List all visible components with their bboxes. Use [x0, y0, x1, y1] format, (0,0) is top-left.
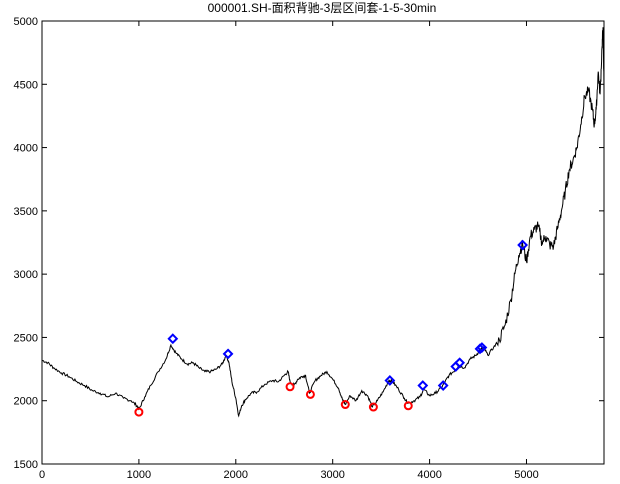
sell-point-marker	[384, 375, 396, 386]
y-tick-label: 1500	[14, 459, 38, 471]
y-tick-label: 3500	[14, 206, 38, 218]
buy-point-marker	[340, 400, 350, 410]
sell-point-marker	[454, 357, 466, 369]
y-axis: 1500 2000 2500 3000 3500 4000 4500 5000	[14, 16, 604, 471]
x-tick-label: 0	[39, 469, 45, 481]
sell-point-marker	[222, 348, 234, 360]
x-tick-label: 1000	[127, 469, 151, 481]
y-tick-label: 3000	[14, 269, 38, 281]
x-axis: 0 1000 2000 3000 4000 5000	[39, 21, 539, 481]
sell-point-marker	[517, 239, 529, 251]
chart-title: 000001.SH-面积背驰-3层区间套-1-5-30min	[208, 1, 437, 15]
y-tick-label: 4500	[14, 79, 38, 91]
buy-point-marker	[403, 401, 413, 411]
x-tick-label: 2000	[224, 469, 248, 481]
buy-point-marker	[368, 402, 378, 412]
y-tick-label: 2500	[14, 332, 38, 344]
sell-point-marker	[437, 380, 449, 391]
buy-point-marker	[285, 382, 295, 392]
x-tick-label: 5000	[514, 469, 538, 481]
sell-point-marker	[417, 380, 429, 391]
sell-point-marker	[476, 342, 488, 353]
x-tick-label: 3000	[320, 469, 344, 481]
buy-point-marker	[134, 407, 144, 417]
y-tick-label: 2000	[14, 396, 38, 408]
y-tick-label: 5000	[14, 16, 38, 28]
price-line	[41, 27, 605, 418]
x-tick-label: 4000	[417, 469, 441, 481]
sell-point-marker	[167, 333, 179, 345]
buy-point-marker	[305, 389, 315, 399]
series-layer	[41, 27, 605, 418]
y-tick-label: 4000	[14, 143, 38, 155]
plot-frame	[41, 20, 605, 465]
